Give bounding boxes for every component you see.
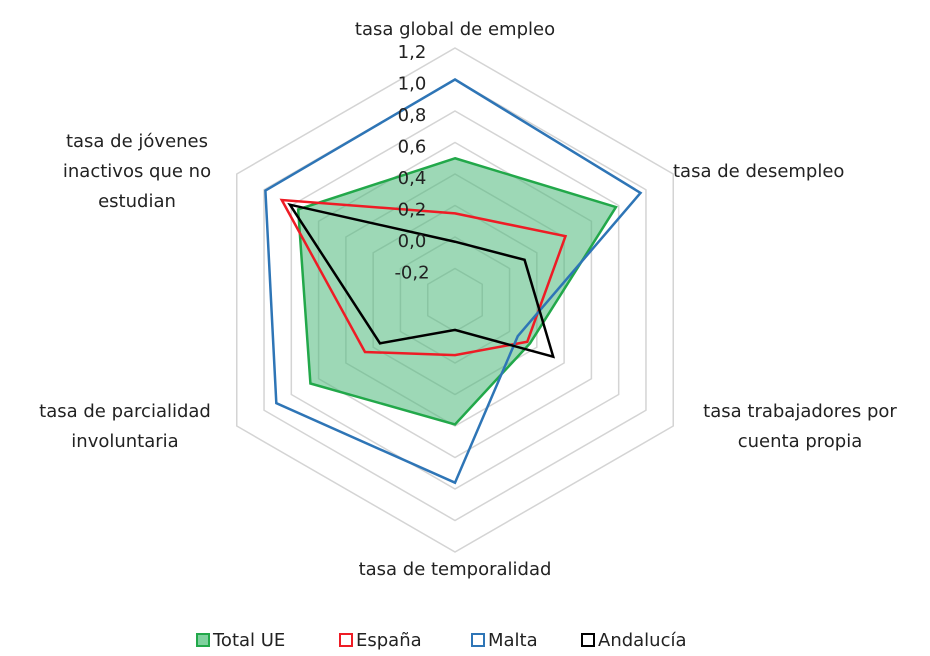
axis-label: tasa de parcialidad xyxy=(39,401,211,422)
tick-label: 0,6 xyxy=(398,137,427,158)
legend-label: Total UE xyxy=(212,630,285,651)
legend-swatch xyxy=(196,633,210,647)
axis-label: cuenta propia xyxy=(738,431,863,452)
axis-label: estudian xyxy=(98,191,176,212)
series-area xyxy=(279,198,568,357)
legend-swatch xyxy=(581,633,595,647)
axis-label: tasa de temporalidad xyxy=(359,559,552,580)
legend-label: España xyxy=(356,630,422,651)
grid-line xyxy=(236,47,674,553)
tick-label: 1,2 xyxy=(398,42,427,63)
tick-label: 0,0 xyxy=(398,231,427,252)
tick-label: 0,8 xyxy=(398,105,427,126)
series-area xyxy=(287,202,556,359)
series xyxy=(264,78,643,485)
grid-line xyxy=(263,78,647,522)
axis-label: involuntaria xyxy=(71,431,178,452)
legend-swatch xyxy=(339,633,353,647)
axis-label: tasa de jóvenes xyxy=(66,131,208,152)
axis-label: tasa global de empleo xyxy=(355,19,555,40)
axis-label: tasa trabajadores por xyxy=(703,401,897,422)
legend-swatch xyxy=(471,633,485,647)
tick-label: 1,0 xyxy=(398,74,427,95)
series-area xyxy=(264,78,643,485)
axis-label: tasa de desempleo xyxy=(673,161,844,182)
axis-label: inactivos que no xyxy=(63,161,211,182)
legend-label: Malta xyxy=(488,630,538,651)
tick-label: 0,2 xyxy=(398,200,427,221)
tick-label: -0,2 xyxy=(394,263,429,284)
legend-label: Andalucía xyxy=(598,630,687,651)
tick-label: 0,4 xyxy=(398,168,427,189)
